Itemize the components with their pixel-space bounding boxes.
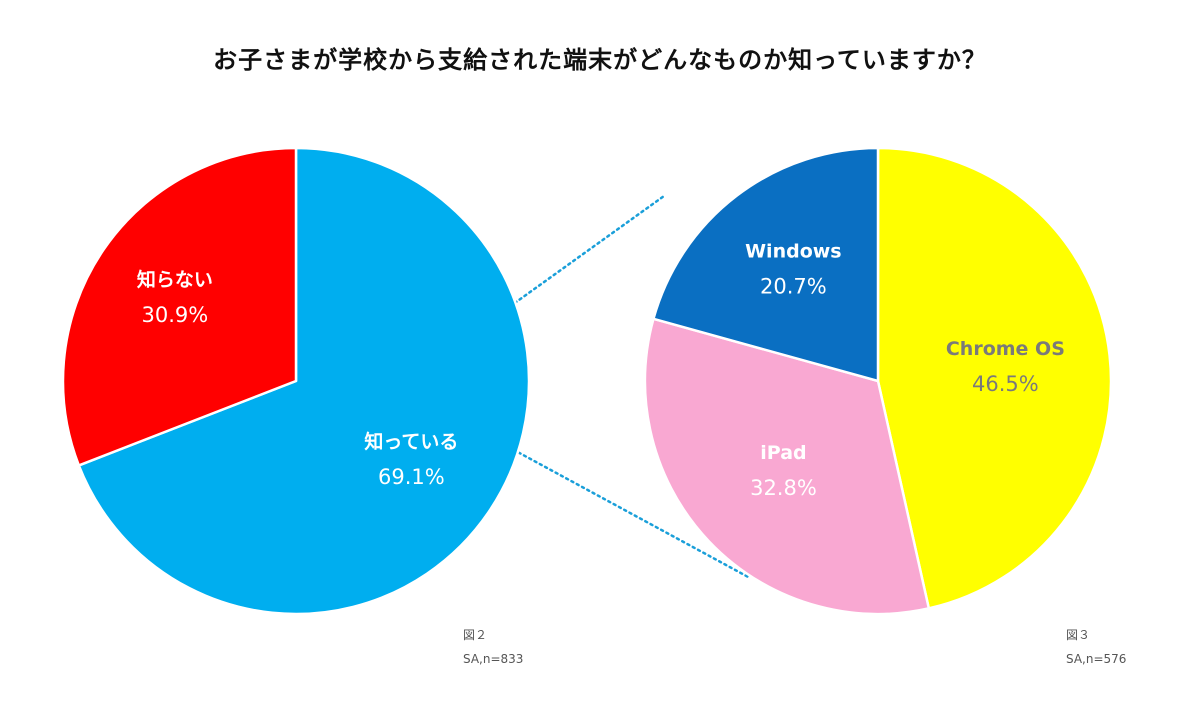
sample-note: SA,n=576	[1066, 652, 1127, 666]
slice-value: 69.1%	[378, 465, 445, 489]
slice-label: iPad	[760, 442, 806, 464]
pie-slice-2-3	[652, 146, 880, 383]
pie-chart-awareness: 知っている 69.1% 知らない 30.9%	[61, 146, 531, 616]
slice-label: Chrome OS	[946, 338, 1065, 360]
sample-note: SA,n=833	[463, 652, 524, 666]
pie-slice-2-1	[876, 146, 1113, 610]
connector-line-top	[464, 194, 666, 340]
slice-label: 知っている	[364, 430, 458, 453]
figure-note-3: 図３ SA,n=576	[1066, 623, 1126, 671]
slice-label: Windows	[745, 241, 842, 263]
slice-value: 32.8%	[750, 476, 817, 500]
slice-value: 30.9%	[141, 303, 208, 327]
chart-title: お子さまが学校から支給された端末がどんなものか知っていますか？	[213, 46, 987, 74]
figure-note-2: 図２ SA,n=833	[463, 623, 523, 671]
pie-slice-1-1	[77, 146, 531, 616]
slice-label: 知らない	[137, 268, 213, 291]
slice-value: 46.5%	[972, 372, 1039, 396]
pie-slice-2-2	[643, 317, 931, 616]
pie-chart-device-type: Chrome OS 46.5% iPad 32.8% Windows 20.7%	[643, 146, 1113, 616]
pie-slice-1-2	[61, 146, 298, 467]
figure-label: 図３	[1066, 628, 1091, 642]
figure-label: 図２	[463, 628, 488, 642]
slice-value: 20.7%	[760, 275, 827, 299]
